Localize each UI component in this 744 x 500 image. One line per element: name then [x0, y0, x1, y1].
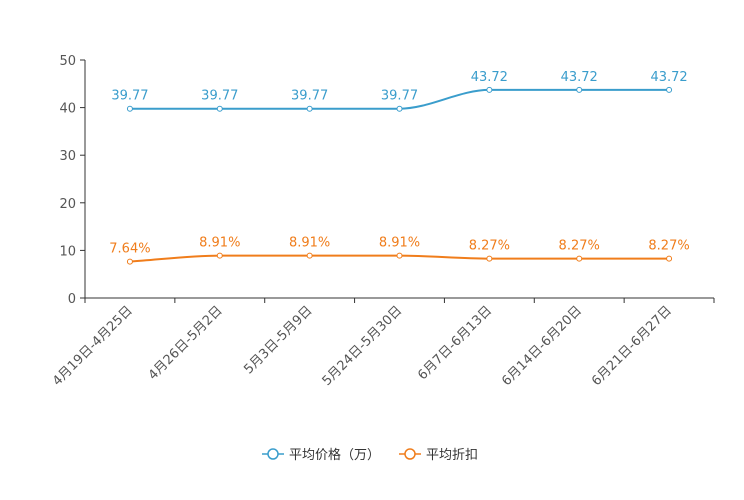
- y-tick-label: 20: [59, 197, 76, 212]
- data-point[interactable]: [216, 252, 223, 259]
- data-point[interactable]: [216, 105, 223, 112]
- data-label: 8.27%: [559, 239, 600, 254]
- data-point[interactable]: [126, 258, 133, 265]
- data-point[interactable]: [576, 255, 583, 262]
- data-label: 8.27%: [469, 239, 510, 254]
- data-point[interactable]: [666, 86, 673, 93]
- x-category-label: 5月3日-5月9日: [241, 303, 315, 377]
- data-point[interactable]: [486, 86, 493, 93]
- data-label: 8.91%: [199, 236, 240, 251]
- data-point[interactable]: [666, 255, 673, 262]
- data-label: 39.77: [201, 89, 238, 104]
- data-label: 8.91%: [379, 236, 420, 251]
- series-1: 7.64% 8.91% 8.91% 8.91% 8.27% 8.27% 8.27%: [109, 236, 690, 265]
- legend-marker-icon: [267, 448, 279, 460]
- data-point[interactable]: [576, 86, 583, 93]
- data-label: 8.91%: [289, 236, 330, 251]
- y-tick-label: 30: [59, 149, 76, 164]
- x-category-label: 5月24日-5月30日: [320, 303, 406, 389]
- x-category-label: 6月21日-6月27日: [589, 303, 675, 389]
- data-label: 8.27%: [648, 239, 689, 254]
- axes-layer: 0 10 20 30 40 50 4月19日-4月25日 4月26日-5月2日 5月3日-5月9…: [50, 54, 715, 389]
- data-label: 43.72: [650, 70, 687, 85]
- x-category-label: 4月19日-4月25日: [50, 303, 136, 389]
- x-category-label: 6月14日-6月20日: [499, 303, 585, 389]
- data-label: 39.77: [381, 89, 418, 104]
- x-category-label: 4月26日-5月2日: [146, 303, 226, 383]
- legend-marker-icon: [404, 448, 416, 460]
- data-label: 39.77: [291, 89, 328, 104]
- legend-item-1[interactable]: 平均折扣: [399, 448, 478, 463]
- data-point[interactable]: [396, 105, 403, 112]
- legend-item-0[interactable]: 平均价格（万）: [262, 447, 380, 463]
- data-label: 7.64%: [109, 242, 150, 257]
- data-label: 43.72: [471, 70, 508, 85]
- data-point[interactable]: [306, 105, 313, 112]
- data-point[interactable]: [396, 252, 403, 259]
- data-point[interactable]: [126, 105, 133, 112]
- series-0: 39.77 39.77 39.77 39.77 43.72 43.72 43.72: [111, 70, 688, 112]
- legend-label: 平均折扣: [426, 448, 478, 463]
- x-category-label: 6月7日-6月13日: [415, 303, 495, 383]
- data-point[interactable]: [486, 255, 493, 262]
- legend-label: 平均价格（万）: [289, 447, 380, 463]
- y-tick-label: 0: [68, 292, 76, 307]
- y-tick-label: 50: [59, 54, 76, 69]
- data-label: 39.77: [111, 89, 148, 104]
- data-point[interactable]: [306, 252, 313, 259]
- y-tick-label: 10: [59, 244, 76, 259]
- legend[interactable]: 平均价格（万） 平均折扣: [262, 447, 478, 463]
- y-tick-label: 40: [59, 102, 76, 117]
- data-label: 43.72: [561, 70, 598, 85]
- series-layer: 39.77 39.77 39.77 39.77 43.72 43.72 43.72 7.64%…: [109, 70, 690, 265]
